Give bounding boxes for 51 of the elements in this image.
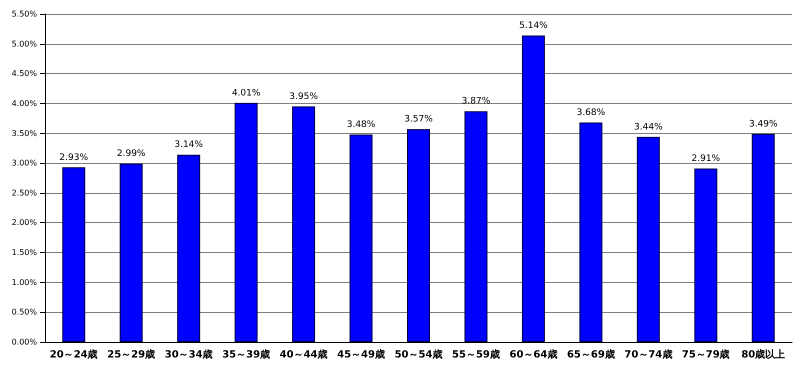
y-tick-label: 4.50% (12, 69, 38, 78)
data-label: 3.48% (346, 120, 376, 130)
data-label: 4.01% (232, 88, 261, 98)
x-tick-label: 70～74歳 (624, 348, 672, 360)
data-label: 2.99% (116, 149, 146, 160)
data-label: 3.49% (748, 119, 778, 130)
bar (694, 168, 718, 342)
y-tick-label: 1.00% (12, 278, 38, 287)
y-tick-label: 5.00% (12, 39, 38, 48)
bar (62, 167, 86, 342)
x-tick-label: 30～34歳 (164, 348, 213, 360)
x-tick-label: 55～59歳 (452, 348, 500, 360)
data-label: 3.44% (634, 122, 664, 132)
bar (752, 134, 775, 342)
y-tick-label: 5.50% (12, 10, 38, 18)
y-tick-label: 1.50% (12, 248, 38, 258)
data-label: 3.95% (289, 92, 318, 102)
x-tick-label: 40～44歳 (280, 348, 328, 360)
x-tick-label: 45～49歳 (337, 348, 385, 360)
x-tick-label: 35～39歳 (222, 348, 270, 360)
data-label: 2.93% (59, 152, 88, 163)
x-tick-label: 25～29歳 (107, 348, 156, 360)
y-tick-label: 2.50% (12, 188, 38, 198)
bar (177, 154, 200, 342)
bar (522, 35, 545, 342)
bar (292, 106, 316, 342)
bar (407, 129, 430, 342)
bar (350, 134, 373, 342)
bar (464, 111, 488, 342)
y-tick-label: 0.50% (12, 308, 38, 317)
x-tick-label: 50～54歳 (394, 348, 442, 360)
y-tick-label: 4.00% (12, 98, 38, 108)
data-label: 5.14% (519, 20, 548, 31)
x-tick-label: 65～69歳 (566, 348, 615, 360)
data-label: 2.91% (692, 154, 721, 164)
data-label: 3.14% (174, 140, 204, 150)
x-tick-label: 60～64歳 (510, 348, 558, 360)
bar (636, 136, 660, 342)
data-label: 3.68% (576, 108, 606, 118)
y-tick-label: 3.50% (12, 128, 38, 138)
data-label: 3.87% (462, 96, 491, 107)
bar (579, 122, 602, 342)
y-tick-label: 0.00% (12, 338, 38, 346)
bar (234, 102, 258, 342)
data-label: 3.57% (404, 114, 434, 125)
y-tick-label: 2.00% (12, 218, 38, 228)
x-tick-label: 80歳以上 (741, 348, 786, 360)
bar (120, 164, 143, 342)
x-tick-label: 75～79歳 (682, 348, 730, 360)
y-tick-label: 3.00% (12, 158, 38, 168)
x-tick-label: 20～24歳 (50, 348, 98, 360)
